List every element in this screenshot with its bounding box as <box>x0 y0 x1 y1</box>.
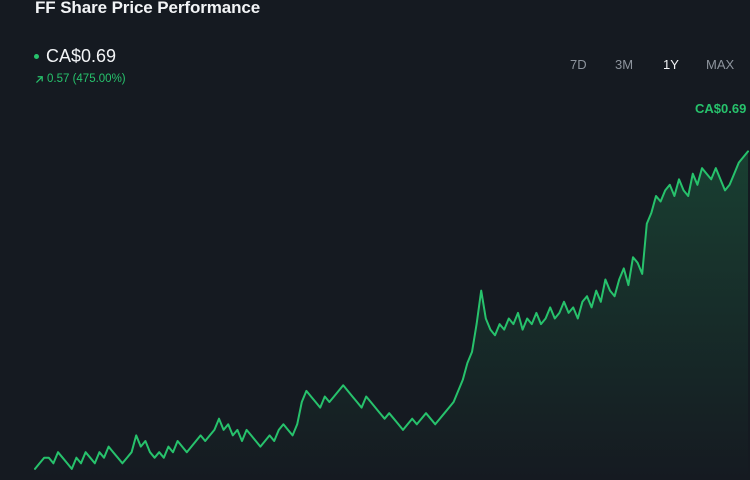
tab-7d[interactable]: 7D <box>570 57 587 72</box>
current-price: CA$0.69 <box>46 46 117 66</box>
price-change: 0.57 (475.00%) <box>35 73 126 85</box>
tab-max[interactable]: MAX <box>706 57 735 72</box>
arrow-up-right-icon <box>36 75 43 83</box>
tab-3m[interactable]: 3M <box>615 57 634 72</box>
range-tabs: 7D 3M 1Y MAX <box>560 57 750 77</box>
live-indicator-dot <box>34 54 39 59</box>
tab-1y[interactable]: 1Y <box>663 57 679 72</box>
price-change-value: 0.57 (475.00%) <box>47 73 126 85</box>
current-price-row: CA$0.69 <box>34 46 116 67</box>
price-series-line <box>34 150 749 470</box>
price-area-fill <box>35 151 748 480</box>
last-price-label: CA$0.69 <box>695 101 747 116</box>
page-title: FF Share Price Performance <box>35 0 261 17</box>
